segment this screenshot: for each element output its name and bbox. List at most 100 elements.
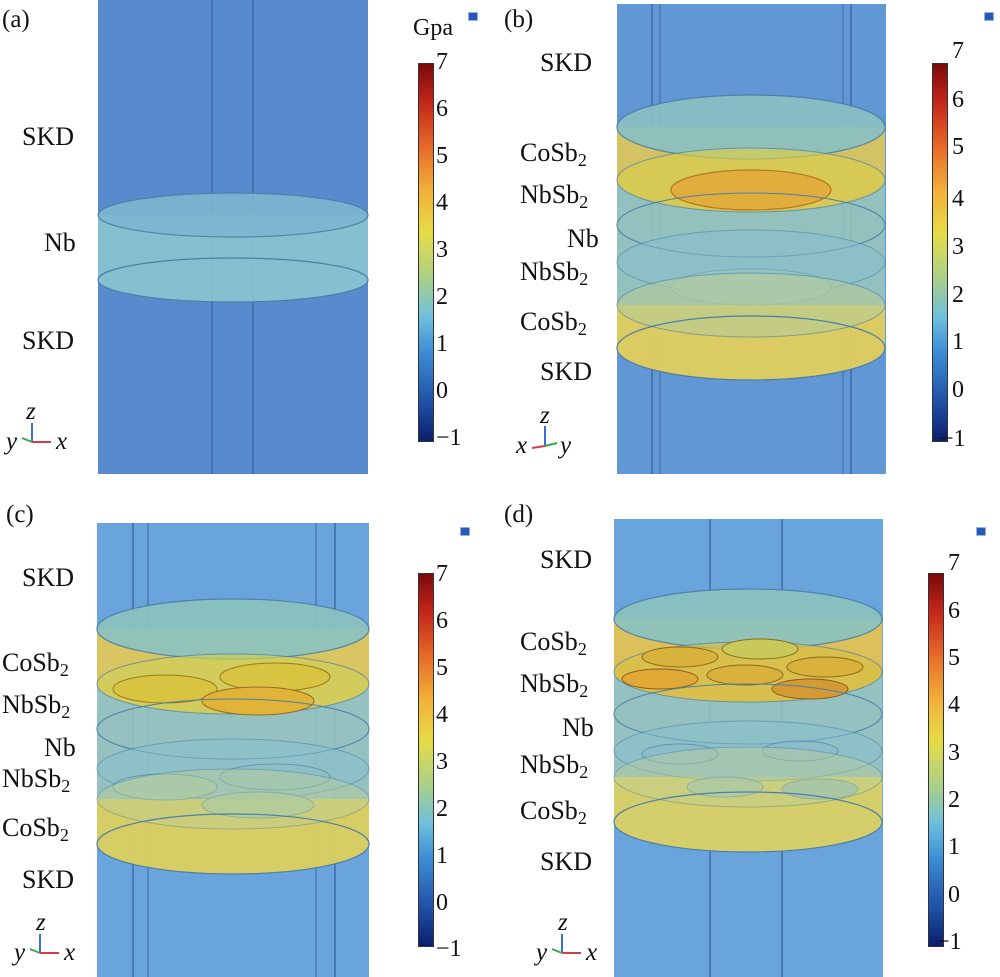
colorbar-tick: 7 bbox=[948, 550, 960, 576]
colorbar-tick: 3 bbox=[952, 234, 964, 260]
axis-z-label: z bbox=[36, 909, 46, 936]
colorbar-tick: 0 bbox=[436, 378, 448, 404]
simulation-view-b bbox=[616, 4, 886, 474]
colorbar-tick: 5 bbox=[436, 655, 448, 681]
axis-right-label: y bbox=[560, 432, 572, 459]
subscript-2: 2 bbox=[579, 269, 589, 289]
corner-icon bbox=[984, 12, 994, 21]
axis-right-label: x bbox=[64, 939, 76, 966]
layer-label-text: NbSb bbox=[2, 764, 62, 793]
subscript-2: 2 bbox=[579, 192, 589, 212]
colorbar-tick: −1 bbox=[936, 929, 962, 955]
colorbar-tick: 6 bbox=[436, 96, 448, 122]
layer-label-skd-bottom: SKD bbox=[540, 847, 593, 876]
colorbar-tick: 6 bbox=[948, 598, 960, 624]
colorbar-tick: −1 bbox=[436, 425, 462, 451]
layer-label-skd-top: SKD bbox=[540, 545, 593, 574]
axis-triad: z x y bbox=[512, 402, 582, 459]
colorbar-tick: 7 bbox=[436, 561, 448, 587]
colorbar-tick: 4 bbox=[948, 692, 960, 718]
layer-label-cosb2-bottom: CoSb2 bbox=[520, 307, 587, 339]
layer-label-nb: Nb bbox=[567, 224, 599, 253]
layer-label-cosb2-top: CoSb2 bbox=[2, 648, 69, 680]
subscript-2: 2 bbox=[61, 776, 71, 796]
layer-label-nbsb2-top: NbSb2 bbox=[520, 669, 589, 701]
axis-left-label: y bbox=[14, 939, 26, 966]
colorbar-tick: −1 bbox=[436, 936, 462, 962]
axis-left-label: y bbox=[536, 939, 548, 966]
corner-icon bbox=[976, 527, 986, 536]
colorbar-tick: 3 bbox=[948, 740, 960, 766]
layer-label-skd-top: SKD bbox=[22, 122, 75, 151]
colorbar-tick: 2 bbox=[436, 284, 448, 310]
corner-icon bbox=[460, 527, 470, 536]
layer-label-nbsb2-bottom: NbSb2 bbox=[520, 257, 589, 289]
colorbar-tick: 1 bbox=[952, 329, 964, 355]
subscript-2: 2 bbox=[59, 660, 69, 680]
layer-label-cosb2-top: CoSb2 bbox=[520, 627, 587, 659]
colorbar-tick: 4 bbox=[436, 190, 448, 216]
panel-d: (d) SKD CoSb2 NbSb2 Nb NbSb2 CoSb2 SKD 7… bbox=[500, 489, 1000, 977]
colorbar-tick: 3 bbox=[436, 237, 448, 263]
subscript-2: 2 bbox=[59, 825, 69, 845]
axis-triad: z y x bbox=[12, 909, 82, 966]
panel-label: (c) bbox=[6, 501, 34, 528]
colorbar bbox=[418, 63, 434, 442]
colorbar-tick: 4 bbox=[436, 702, 448, 728]
colorbar-unit: Gpa bbox=[413, 15, 453, 41]
axis-right-label: x bbox=[586, 939, 598, 966]
colorbar bbox=[928, 573, 944, 947]
subscript-2: 2 bbox=[577, 808, 587, 828]
layer-label-skd-bottom: SKD bbox=[22, 326, 75, 355]
colorbar-tick: 7 bbox=[436, 49, 448, 75]
layer-label-text: CoSb bbox=[520, 307, 578, 336]
layer-label-text: CoSb bbox=[520, 138, 578, 167]
layer-label-nbsb2-bottom: NbSb2 bbox=[2, 764, 71, 796]
colorbar bbox=[418, 573, 434, 947]
panel-a: (a) SKD Nb SKD Gpa 7 6 5 4 3 2 1 0 −1 z … bbox=[0, 0, 500, 488]
corner-icon bbox=[468, 12, 478, 21]
colorbar-tick: 0 bbox=[436, 890, 448, 916]
layer-label-nbsb2-top: NbSb2 bbox=[2, 690, 71, 722]
colorbar-tick: 4 bbox=[952, 186, 964, 212]
layer-label-text: CoSb bbox=[520, 796, 578, 825]
subscript-2: 2 bbox=[579, 762, 589, 782]
colorbar-tick: 5 bbox=[952, 134, 964, 160]
layer-label-text: CoSb bbox=[2, 648, 60, 677]
layer-label-text: NbSb bbox=[2, 690, 62, 719]
panel-label: (b) bbox=[504, 6, 534, 33]
colorbar-tick: 1 bbox=[948, 834, 960, 860]
axis-right-label: x bbox=[56, 428, 68, 455]
colorbar-tick: 6 bbox=[952, 87, 964, 113]
colorbar-tick: 1 bbox=[436, 843, 448, 869]
layer-label-text: NbSb bbox=[520, 257, 580, 286]
subscript-2: 2 bbox=[577, 639, 587, 659]
layer-label-nbsb2-bottom: NbSb2 bbox=[520, 750, 589, 782]
colorbar bbox=[932, 63, 948, 442]
subscript-2: 2 bbox=[579, 681, 589, 701]
axis-left-label: x bbox=[516, 432, 528, 459]
layer-label-skd-bottom: SKD bbox=[22, 865, 75, 894]
layer-label-cosb2-bottom: CoSb2 bbox=[2, 813, 69, 845]
axis-z-label: z bbox=[558, 909, 568, 936]
layer-label-skd-bottom: SKD bbox=[540, 357, 593, 386]
subscript-2: 2 bbox=[577, 150, 587, 170]
panel-label: (a) bbox=[2, 6, 30, 33]
axis-left-label: y bbox=[6, 428, 18, 455]
subscript-2: 2 bbox=[61, 702, 71, 722]
panel-label: (d) bbox=[504, 501, 534, 528]
colorbar-tick: 7 bbox=[952, 38, 964, 64]
layer-label-skd-top: SKD bbox=[540, 48, 593, 77]
subscript-2: 2 bbox=[577, 319, 587, 339]
panel-b: (b) SKD CoSb2 NbSb2 Nb NbSb2 CoSb2 SKD 7… bbox=[500, 0, 1000, 488]
colorbar-tick: 1 bbox=[436, 331, 448, 357]
colorbar-tick: 0 bbox=[948, 882, 960, 908]
colorbar-tick: 0 bbox=[952, 377, 964, 403]
layer-label-text: CoSb bbox=[520, 627, 578, 656]
layer-label-text: CoSb bbox=[2, 813, 60, 842]
colorbar-tick: −1 bbox=[940, 426, 966, 452]
colorbar-tick: 5 bbox=[948, 645, 960, 671]
simulation-view-c bbox=[96, 523, 370, 977]
layer-label-nb: Nb bbox=[562, 713, 594, 742]
layer-label-text: NbSb bbox=[520, 180, 580, 209]
